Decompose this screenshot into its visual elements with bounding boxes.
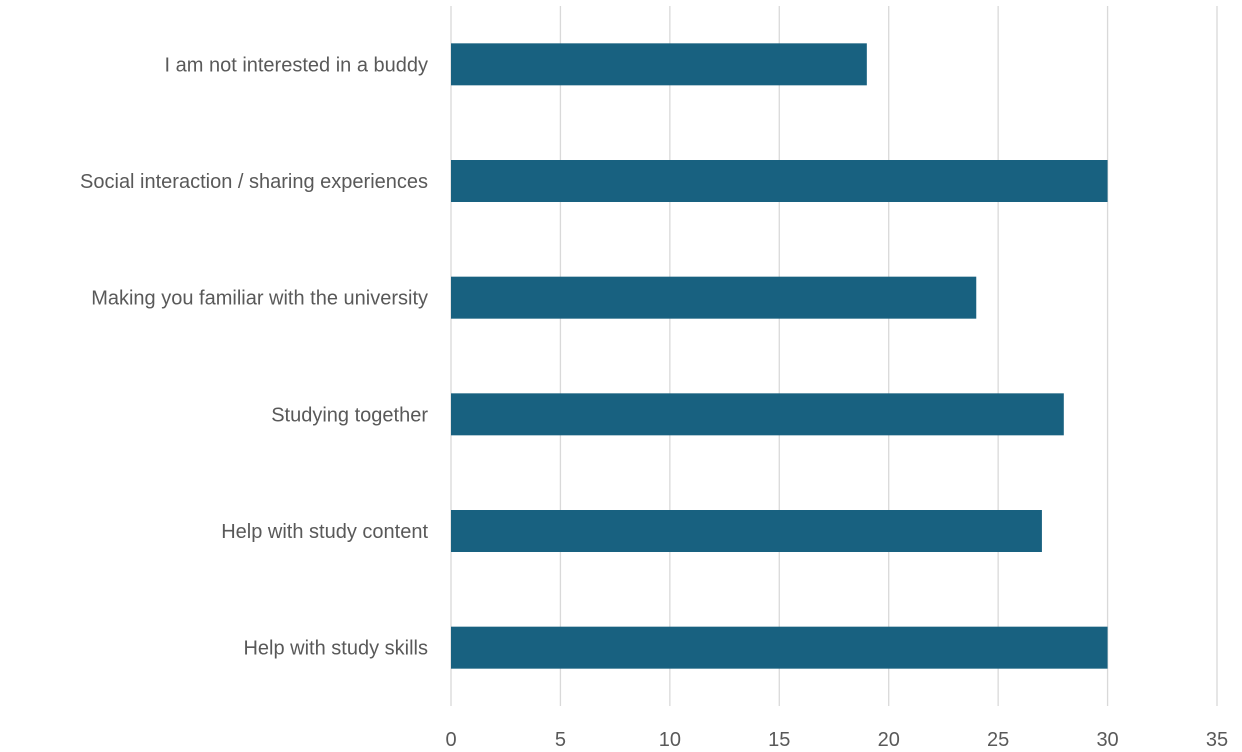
bar	[451, 43, 867, 86]
bars	[451, 43, 1108, 669]
category-label: Making you familiar with the university	[91, 288, 428, 310]
gridlines	[450, 6, 1218, 706]
category-label: Help with study skills	[243, 638, 428, 660]
category-label: I am not interested in a buddy	[165, 54, 429, 76]
x-tick-label: 20	[878, 729, 900, 751]
bar	[451, 510, 1042, 552]
x-tick-label: 35	[1206, 729, 1228, 751]
x-tick-label: 25	[987, 729, 1009, 751]
x-tick-label: 15	[768, 729, 790, 751]
bar	[451, 626, 1108, 669]
x-tick-label: 30	[1096, 729, 1118, 751]
x-tick-labels: 0 5 10 15 20 25 30 35	[445, 729, 1228, 751]
category-label: Social interaction / sharing experiences	[80, 171, 428, 193]
category-label: Help with study content	[221, 521, 428, 543]
x-tick-label: 10	[659, 729, 681, 751]
bar	[451, 393, 1064, 436]
category-label: Studying together	[271, 404, 428, 426]
category-labels: I am not interested in a buddy Social int…	[80, 54, 428, 659]
bar	[451, 160, 1108, 202]
x-tick-label: 5	[555, 729, 566, 751]
x-tick-label: 0	[445, 729, 456, 751]
bar	[451, 276, 977, 319]
